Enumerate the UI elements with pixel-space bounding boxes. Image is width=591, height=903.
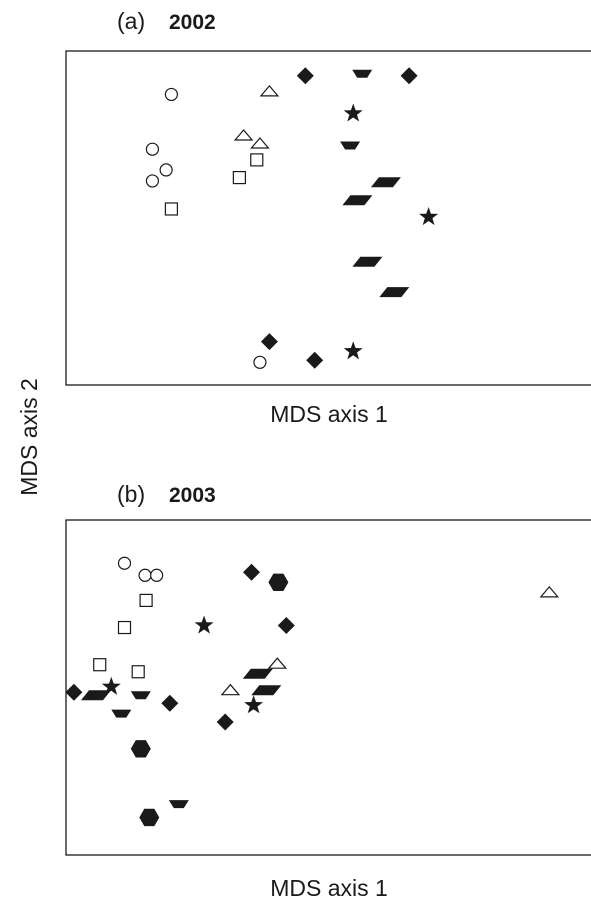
panel-b-point-filled-parallelogram-24 xyxy=(242,668,273,679)
panel-b-point-filled-trapezoid-21 xyxy=(130,691,151,700)
panel-a-point-filled-diamond-11 xyxy=(296,67,314,85)
panel-b-point-filled-hexagon-18 xyxy=(268,573,289,591)
panel-a-point-filled-star-18 xyxy=(419,207,439,226)
panel-a-points xyxy=(145,67,439,369)
panel-a-point-filled-diamond-13 xyxy=(260,333,278,351)
panel-b-point-filled-star-10 xyxy=(194,615,214,634)
panel-b-point-open-square-4 xyxy=(117,620,132,635)
panel-b-point-filled-star-12 xyxy=(244,695,264,714)
panel-a-point-filled-parallelogram-20 xyxy=(370,177,401,188)
panel-a-point-open-triangle-5 xyxy=(259,84,280,97)
panel-b-point-filled-hexagon-19 xyxy=(130,740,151,758)
panel-a-label: (a) xyxy=(117,8,145,34)
panel-b-point-open-circle-1 xyxy=(138,568,152,582)
panel-b-point-filled-diamond-13 xyxy=(243,563,260,581)
panel-a-point-filled-diamond-12 xyxy=(400,67,418,85)
panel-b-point-open-triangle-7 xyxy=(539,585,560,598)
panel-a-point-filled-star-17 xyxy=(343,103,363,122)
panel-b-point-open-circle-2 xyxy=(150,568,164,582)
panel-a-title: 2002 xyxy=(169,11,216,34)
panel-b-plot-frame xyxy=(65,519,591,856)
panel-b-point-open-square-5 xyxy=(93,658,107,672)
panel-a-point-filled-trapezoid-15 xyxy=(352,69,373,78)
panel-b-point-filled-parallelogram-26 xyxy=(81,690,111,701)
panel-b-point-open-square-3 xyxy=(139,593,153,608)
panel-b-x-axis-label: MDS axis 1 xyxy=(270,875,388,901)
panel-a-point-open-circle-4 xyxy=(253,355,267,369)
panel-a-point-open-triangle-6 xyxy=(233,129,254,141)
panel-b-point-filled-diamond-16 xyxy=(161,694,179,712)
panel-a-point-open-circle-0 xyxy=(164,87,178,102)
y-axis-label: MDS axis 2 xyxy=(16,378,42,496)
panel-a-point-filled-parallelogram-21 xyxy=(342,195,373,206)
panel-b-points xyxy=(65,556,560,827)
panel-b-title: 2003 xyxy=(169,484,216,507)
panel-a: (a) 2002 MDS axis 1 xyxy=(65,8,591,427)
panel-b-label: (b) xyxy=(117,481,145,507)
panel-b-point-filled-trapezoid-22 xyxy=(111,709,132,718)
panel-a-point-filled-trapezoid-16 xyxy=(340,141,361,150)
panel-b-point-filled-trapezoid-23 xyxy=(168,800,189,809)
panel-a-point-filled-parallelogram-23 xyxy=(379,287,410,298)
panel-b-point-open-circle-0 xyxy=(117,556,132,570)
panel-b-point-filled-parallelogram-25 xyxy=(251,685,282,696)
panel-a-point-open-circle-2 xyxy=(159,163,173,177)
panel-a-point-filled-diamond-14 xyxy=(306,351,324,369)
panel-a-point-open-square-9 xyxy=(232,170,246,185)
panel-a-point-open-triangle-7 xyxy=(250,137,270,149)
panel-b-point-open-triangle-9 xyxy=(220,683,241,696)
panel-a-point-open-square-8 xyxy=(250,153,264,167)
panel-a-x-axis-label: MDS axis 1 xyxy=(270,401,388,427)
panel-a-point-open-square-10 xyxy=(164,202,178,216)
panel-b-point-filled-diamond-14 xyxy=(277,617,295,634)
panel-b-point-open-triangle-8 xyxy=(267,657,288,669)
panel-a-point-open-circle-1 xyxy=(145,142,160,156)
panel-b: (b) 2003 MDS axis 1 xyxy=(65,481,591,901)
panel-a-point-filled-parallelogram-22 xyxy=(352,256,383,267)
panel-b-point-open-square-6 xyxy=(131,665,145,679)
panel-a-point-filled-star-19 xyxy=(343,341,363,360)
panel-b-point-filled-diamond-15 xyxy=(65,683,83,701)
panel-b-point-filled-star-11 xyxy=(101,676,121,695)
panel-b-point-filled-diamond-17 xyxy=(216,713,234,731)
panel-b-point-filled-hexagon-20 xyxy=(139,808,160,827)
panel-a-plot-frame xyxy=(65,50,591,386)
panel-a-point-open-circle-3 xyxy=(145,174,160,188)
